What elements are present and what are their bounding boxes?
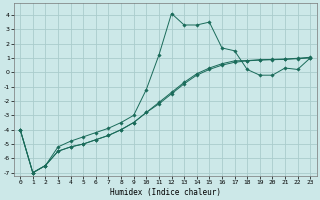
- X-axis label: Humidex (Indice chaleur): Humidex (Indice chaleur): [110, 188, 221, 197]
